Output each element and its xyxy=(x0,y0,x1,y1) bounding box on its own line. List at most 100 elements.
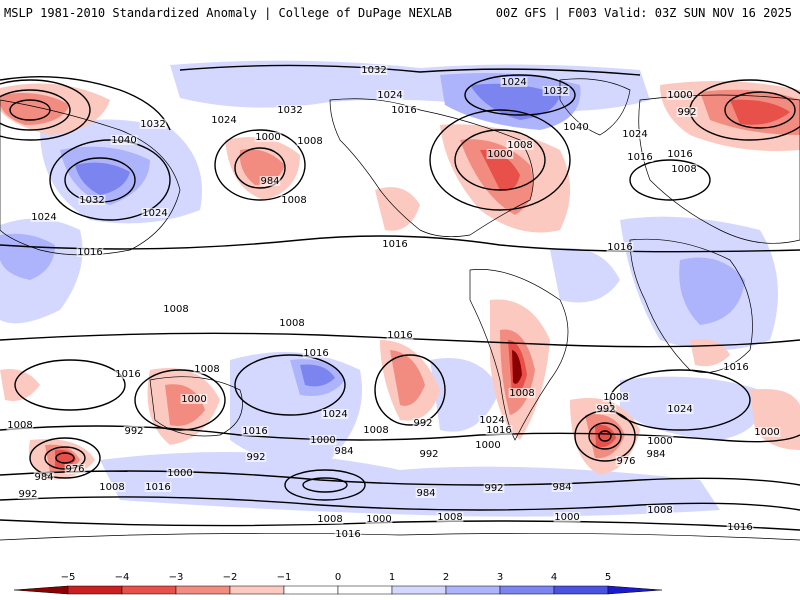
colorbar-tick-label: 4 xyxy=(551,572,557,583)
isobar-label-bg xyxy=(553,512,581,522)
isobar-label: 1016 xyxy=(77,247,102,258)
isobar xyxy=(0,425,800,443)
extreme-negative-anomaly xyxy=(512,350,522,384)
isobar xyxy=(724,91,796,129)
isobar xyxy=(0,235,800,253)
isobar-label: 1008 xyxy=(647,505,672,516)
isobar-label-bg xyxy=(78,195,106,205)
colorbar-segment xyxy=(445,585,501,595)
isobar-label: 1040 xyxy=(563,122,588,133)
isobar xyxy=(464,74,576,116)
isobar xyxy=(0,75,171,131)
isobar-label: 1000 xyxy=(255,132,280,143)
colorbar-extend-low xyxy=(13,585,69,595)
isobar-label: 1008 xyxy=(603,392,628,403)
isobar-label: 1016 xyxy=(145,482,170,493)
moderate-negative-anomaly xyxy=(0,92,70,125)
isobar-label: 1032 xyxy=(543,86,568,97)
isobar-label-bg xyxy=(436,512,464,522)
isobar-label-bg xyxy=(241,426,269,436)
asia-west-coast xyxy=(0,99,181,256)
isobar-label: 1008 xyxy=(671,164,696,175)
isobar-label-bg xyxy=(606,242,634,252)
isobar-label-bg xyxy=(334,529,362,539)
strong-negative-anomaly xyxy=(595,424,616,447)
colorbar-tick-label: −4 xyxy=(115,572,130,583)
colorbar-tick-label: 1 xyxy=(389,572,395,583)
colorbar-segment xyxy=(67,585,123,595)
isobar-label: 1024 xyxy=(501,77,526,88)
antarctica-coast xyxy=(0,532,800,541)
isobar-label-bg xyxy=(276,105,304,115)
isobars xyxy=(0,64,800,531)
colorbar-tick-label: −5 xyxy=(61,572,76,583)
isobar-label: 1016 xyxy=(607,242,632,253)
isobar-label: 984 xyxy=(552,482,571,493)
isobar-label-bg xyxy=(645,449,667,459)
map-header: MSLP 1981-2010 Standardized Anomaly | Co… xyxy=(0,0,800,40)
isobar-label: 1024 xyxy=(667,404,692,415)
isobar-label-bg xyxy=(646,505,674,515)
isobar-label: 1000 xyxy=(754,427,779,438)
colorbar-segment xyxy=(391,585,447,595)
isobar-label: 1000 xyxy=(475,440,500,451)
isobar-label: 1016 xyxy=(382,239,407,250)
isobar-label-bg xyxy=(98,482,126,492)
isobar-label-bg xyxy=(621,129,649,139)
isobar-label: 984 xyxy=(416,488,435,499)
isobar-label: 992 xyxy=(596,404,615,415)
isobar-label-bg xyxy=(508,388,536,398)
isobar xyxy=(179,64,641,76)
isobar xyxy=(302,477,348,493)
colorbar-bar xyxy=(13,585,663,595)
isobar-label: 992 xyxy=(246,452,265,463)
isobar-label-bg xyxy=(478,415,506,425)
isobar-label-bg xyxy=(110,135,138,145)
isobar xyxy=(214,129,306,201)
isobar xyxy=(55,452,75,464)
isobar-label: 1032 xyxy=(79,195,104,206)
moderate-negative-anomaly xyxy=(390,350,425,406)
isobar xyxy=(0,89,71,131)
isobar-label-bg xyxy=(595,404,617,414)
colorbar-tick-label: −2 xyxy=(223,572,238,583)
isobar-label-bg xyxy=(321,409,349,419)
isobar-label-bg xyxy=(302,348,330,358)
isobar-label: 1000 xyxy=(310,435,335,446)
isobar-label: 1024 xyxy=(31,212,56,223)
isobar xyxy=(588,422,622,450)
isobar-label-bg xyxy=(418,449,440,459)
isobar-label-bg xyxy=(626,152,654,162)
colorbar-segment xyxy=(337,585,393,595)
isobar xyxy=(0,79,91,141)
isobar xyxy=(9,99,51,121)
isobar-label-bg xyxy=(254,132,282,142)
australia-coast xyxy=(149,376,243,437)
isobar-label: 992 xyxy=(419,449,438,460)
isobar xyxy=(454,129,546,191)
isobar-label: 976 xyxy=(616,456,635,467)
isobar-label: 1008 xyxy=(163,304,188,315)
isobar-label-bg xyxy=(542,86,570,96)
isobar-label-bg xyxy=(280,195,308,205)
positive-anomaly-area xyxy=(550,248,620,303)
isobar-label: 1016 xyxy=(667,149,692,160)
isobar-label-bg xyxy=(259,176,281,186)
isobar-label: 984 xyxy=(334,446,353,457)
isobar-label: 984 xyxy=(260,176,279,187)
colorbar-ticks: −5 −4 −3 −2 −1 0 1 2 3 4 5 xyxy=(61,572,612,583)
isobar-label: 1000 xyxy=(647,436,672,447)
isobar-label-bg xyxy=(278,318,306,328)
anomaly-shading xyxy=(0,60,800,517)
isobar xyxy=(429,109,571,211)
isobar-label-bg xyxy=(316,514,344,524)
isobar xyxy=(0,496,800,511)
isobar-label-bg xyxy=(483,483,505,493)
isobar-label-bg xyxy=(360,65,388,75)
isobar-label-bg xyxy=(162,304,190,314)
colorbar-segment xyxy=(175,585,231,595)
isobar xyxy=(598,430,612,442)
isobar-label: 1008 xyxy=(297,136,322,147)
isobar-label-bg xyxy=(309,435,337,445)
isobar-label-bg xyxy=(144,482,172,492)
